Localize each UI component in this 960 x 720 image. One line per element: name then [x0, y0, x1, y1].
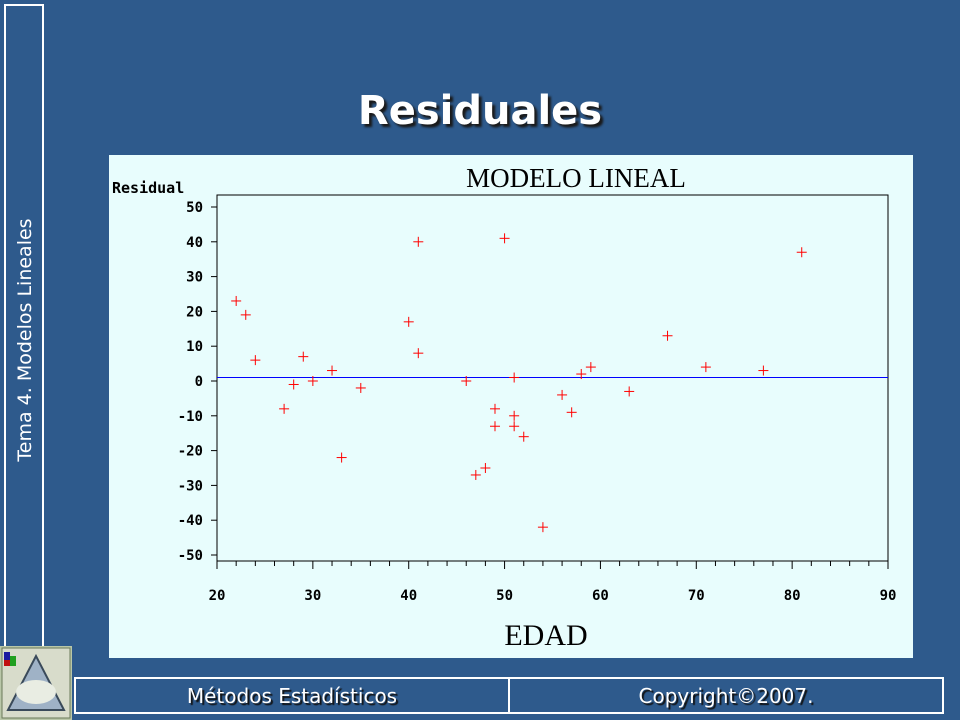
- data-point: [758, 365, 769, 376]
- data-point: [518, 431, 529, 442]
- x-tick-label: 40: [400, 588, 417, 604]
- y-tick-label: 50: [186, 200, 203, 216]
- x-tick-label: 30: [304, 588, 321, 604]
- data-point: [489, 421, 500, 432]
- x-tick-label: 60: [592, 588, 609, 604]
- data-point: [240, 309, 251, 320]
- y-tick-label: -20: [178, 444, 203, 460]
- y-tick-label: -10: [178, 409, 203, 425]
- data-point: [279, 403, 290, 414]
- data-point: [461, 376, 472, 386]
- data-point: [509, 410, 520, 421]
- data-point: [307, 376, 318, 386]
- data-point: [796, 247, 807, 258]
- y-tick-label: 40: [186, 235, 203, 251]
- y-tick-label: 20: [186, 304, 203, 320]
- x-tick-label: 50: [496, 588, 513, 604]
- x-tick-label: 20: [209, 588, 226, 604]
- data-point: [489, 403, 500, 414]
- data-point: [509, 421, 520, 432]
- data-point: [250, 355, 261, 366]
- data-point: [327, 365, 338, 376]
- data-point: [566, 407, 577, 418]
- data-point: [336, 452, 347, 463]
- data-point: [557, 389, 568, 400]
- data-point: [700, 362, 711, 373]
- residual-chart-svg: MODELO LINEAL Residual EDAD 50 40 30 20 10 0 -…: [112, 163, 897, 652]
- y-tick-label: 10: [186, 339, 203, 355]
- data-point: [624, 386, 635, 397]
- data-point: [413, 348, 424, 359]
- footer-copyright: Copyright©2007.: [638, 683, 814, 708]
- y-axis-label: Residual: [112, 179, 184, 197]
- data-point: [298, 351, 309, 362]
- x-axis-label: EDAD: [504, 619, 587, 652]
- data-point: [499, 233, 510, 244]
- y-tick-label: -40: [178, 513, 203, 529]
- data-point: [288, 379, 299, 390]
- data-point: [231, 295, 242, 306]
- data-point: [470, 469, 481, 480]
- data-point: [585, 362, 596, 373]
- data-point: [480, 463, 491, 473]
- x-tick-label: 70: [688, 588, 705, 604]
- data-point: [413, 236, 424, 247]
- footer-bar: Métodos Estadísticos Copyright©2007.: [74, 677, 944, 714]
- y-tick-label: -50: [178, 548, 203, 564]
- y-tick-label: -30: [178, 478, 203, 494]
- data-point: [355, 382, 366, 393]
- x-tick-label: 90: [880, 588, 897, 604]
- y-tick-label: 0: [195, 374, 203, 390]
- data-point: [662, 330, 673, 341]
- slide-title: Residuales: [357, 88, 603, 134]
- data-point: [509, 372, 520, 383]
- data-point: [403, 316, 414, 327]
- x-tick-label: 80: [784, 588, 801, 604]
- chart-title: MODELO LINEAL: [466, 163, 686, 193]
- footer-course: Métodos Estadísticos: [76, 679, 510, 712]
- university-logo-icon: [0, 646, 72, 720]
- y-tick-label: 30: [186, 270, 203, 286]
- data-point: [576, 369, 587, 380]
- data-point: [537, 522, 548, 533]
- residual-plot: MODELO LINEAL Residual EDAD 50 40 30 20 10 0 -…: [109, 155, 913, 658]
- side-title: Tema 4. Modelos Lineales: [14, 218, 36, 462]
